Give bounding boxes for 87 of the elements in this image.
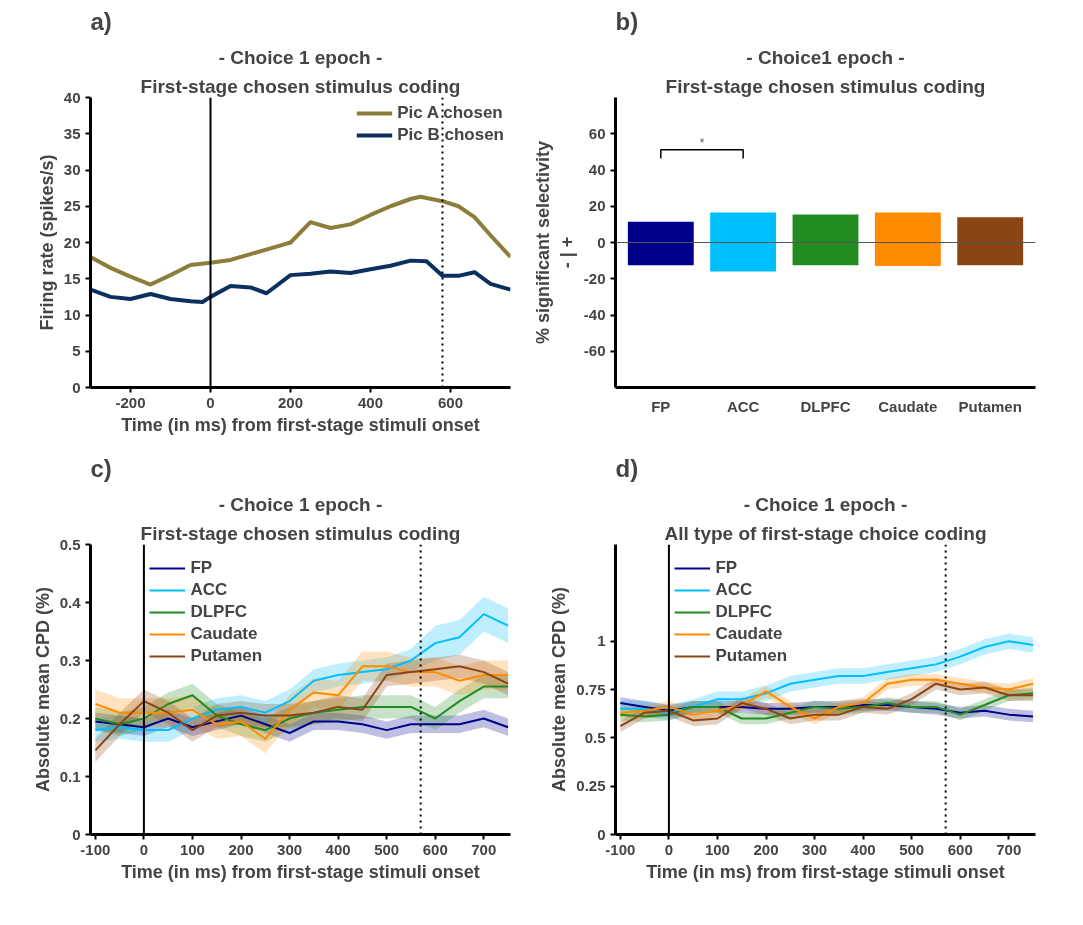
chart-subtitle: All type of first-stage choice coding xyxy=(664,522,987,544)
chart-subtitle: First-stage chosen stimulus coding xyxy=(665,75,986,97)
x-tick-label: FP xyxy=(651,397,671,415)
x-tick-label: 100 xyxy=(179,840,205,858)
x-tick-label: 600 xyxy=(947,840,973,858)
y-tick-label: 0 xyxy=(72,825,81,843)
x-tick-label: 500 xyxy=(374,840,400,858)
chart-title: - Choice 1 epoch - xyxy=(743,493,908,515)
chart-title: - Choice 1 epoch - xyxy=(218,493,383,515)
chart-subtitle: First-stage chosen stimulus coding xyxy=(140,522,461,544)
chart-title: - Choice1 epoch - xyxy=(746,46,905,68)
x-tick-label: 400 xyxy=(850,840,876,858)
y-tick-label: 0.2 xyxy=(59,709,81,727)
legend-label: DLPFC xyxy=(190,602,248,622)
x-tick-label: 200 xyxy=(277,393,304,411)
legend-label: Putamen xyxy=(190,646,263,666)
x-tick-label: DLPFC xyxy=(800,397,851,415)
x-tick-label: 0 xyxy=(206,393,215,411)
legend-label: ACC xyxy=(190,580,228,600)
y-axis-title: % significant selectivity - | + xyxy=(532,140,577,345)
y-tick-label: 25 xyxy=(63,197,81,215)
y-tick-label: 0.4 xyxy=(59,593,82,611)
text: c) xyxy=(90,454,112,482)
y-tick-label: 15 xyxy=(63,269,81,287)
text: d) xyxy=(615,454,639,482)
x-tick-label: -100 xyxy=(605,840,636,858)
legend-label: FP xyxy=(190,558,213,578)
x-tick-label: 500 xyxy=(899,840,925,858)
x-tick-label: 400 xyxy=(357,393,384,411)
x-axis-title: Time (in ms) from first-stage stimuli onset xyxy=(646,861,1005,882)
y-axis-title: Firing rate (spikes/s) xyxy=(36,154,57,331)
y-axis-title: Absolute mean CPD (%) xyxy=(32,586,53,793)
x-tick-label: 200 xyxy=(753,840,779,858)
y-tick-label: 1 xyxy=(597,632,606,650)
legend-label: Caudate xyxy=(190,624,258,644)
y-tick-label: 0.3 xyxy=(59,651,81,669)
text: b) xyxy=(615,7,639,35)
chart-subtitle: First-stage chosen stimulus coding xyxy=(140,75,461,97)
y-tick-label: -20 xyxy=(583,269,606,287)
y-tick-label: 0 xyxy=(597,233,606,251)
y-tick-label: 0 xyxy=(72,378,81,396)
y-tick-label: 40 xyxy=(588,161,606,178)
x-tick-label: 0 xyxy=(664,840,674,858)
legend-label: ACC xyxy=(715,580,753,600)
legend-label: FP xyxy=(715,558,738,578)
y-tick-label: 20 xyxy=(588,197,606,215)
y-tick-label: 0.75 xyxy=(576,680,606,698)
y-tick-label: 60 xyxy=(588,124,606,142)
x-tick-label: 300 xyxy=(802,840,828,858)
x-tick-label: 700 xyxy=(996,840,1022,858)
y-tick-label: 20 xyxy=(63,233,81,251)
y-tick-label: 35 xyxy=(63,124,81,142)
y-tick-label: 0.5 xyxy=(584,728,606,746)
y-tick-label: 0.1 xyxy=(59,767,81,785)
x-tick-label: 600 xyxy=(437,393,464,411)
text: a) xyxy=(90,7,112,35)
x-tick-label: Putamen xyxy=(958,397,1022,415)
y-tick-label: 10 xyxy=(63,306,81,323)
legend-label: Putamen xyxy=(715,646,788,666)
y-tick-label: 40 xyxy=(63,88,81,106)
x-tick-label: 200 xyxy=(228,840,254,858)
y-tick-label: 5 xyxy=(72,342,81,360)
y-tick-label: -60 xyxy=(583,342,606,360)
y-axis-title: Absolute mean CPD (%) xyxy=(549,586,570,793)
legend-label: DLPFC xyxy=(715,602,773,622)
y-tick-label: 0 xyxy=(597,825,606,843)
x-tick-label: 600 xyxy=(422,840,448,858)
x-axis-title: Time (in ms) from first-stage stimuli onset xyxy=(121,414,480,435)
legend-label: Pic A chosen xyxy=(397,103,503,123)
x-tick-label: Caudate xyxy=(878,397,938,415)
y-tick-label: 0.5 xyxy=(59,535,81,553)
y-tick-label: -40 xyxy=(583,306,606,323)
x-tick-label: -100 xyxy=(80,840,111,858)
y-tick-label: 30 xyxy=(63,161,81,178)
x-axis-title: Time (in ms) from first-stage stimuli onset xyxy=(121,861,480,882)
legend-label: Pic B chosen xyxy=(397,125,504,145)
x-tick-label: 0 xyxy=(139,840,149,858)
y-tick-label: 0.25 xyxy=(576,777,606,795)
x-tick-label: -200 xyxy=(115,393,146,411)
legend-label: Caudate xyxy=(715,624,783,644)
chart-title: - Choice 1 epoch - xyxy=(218,46,383,68)
annotation: * xyxy=(699,135,705,150)
x-tick-label: 400 xyxy=(325,840,351,858)
x-tick-label: ACC xyxy=(726,397,760,415)
x-tick-label: 700 xyxy=(471,840,497,858)
x-tick-label: 300 xyxy=(277,840,303,858)
x-tick-label: 100 xyxy=(704,840,730,858)
